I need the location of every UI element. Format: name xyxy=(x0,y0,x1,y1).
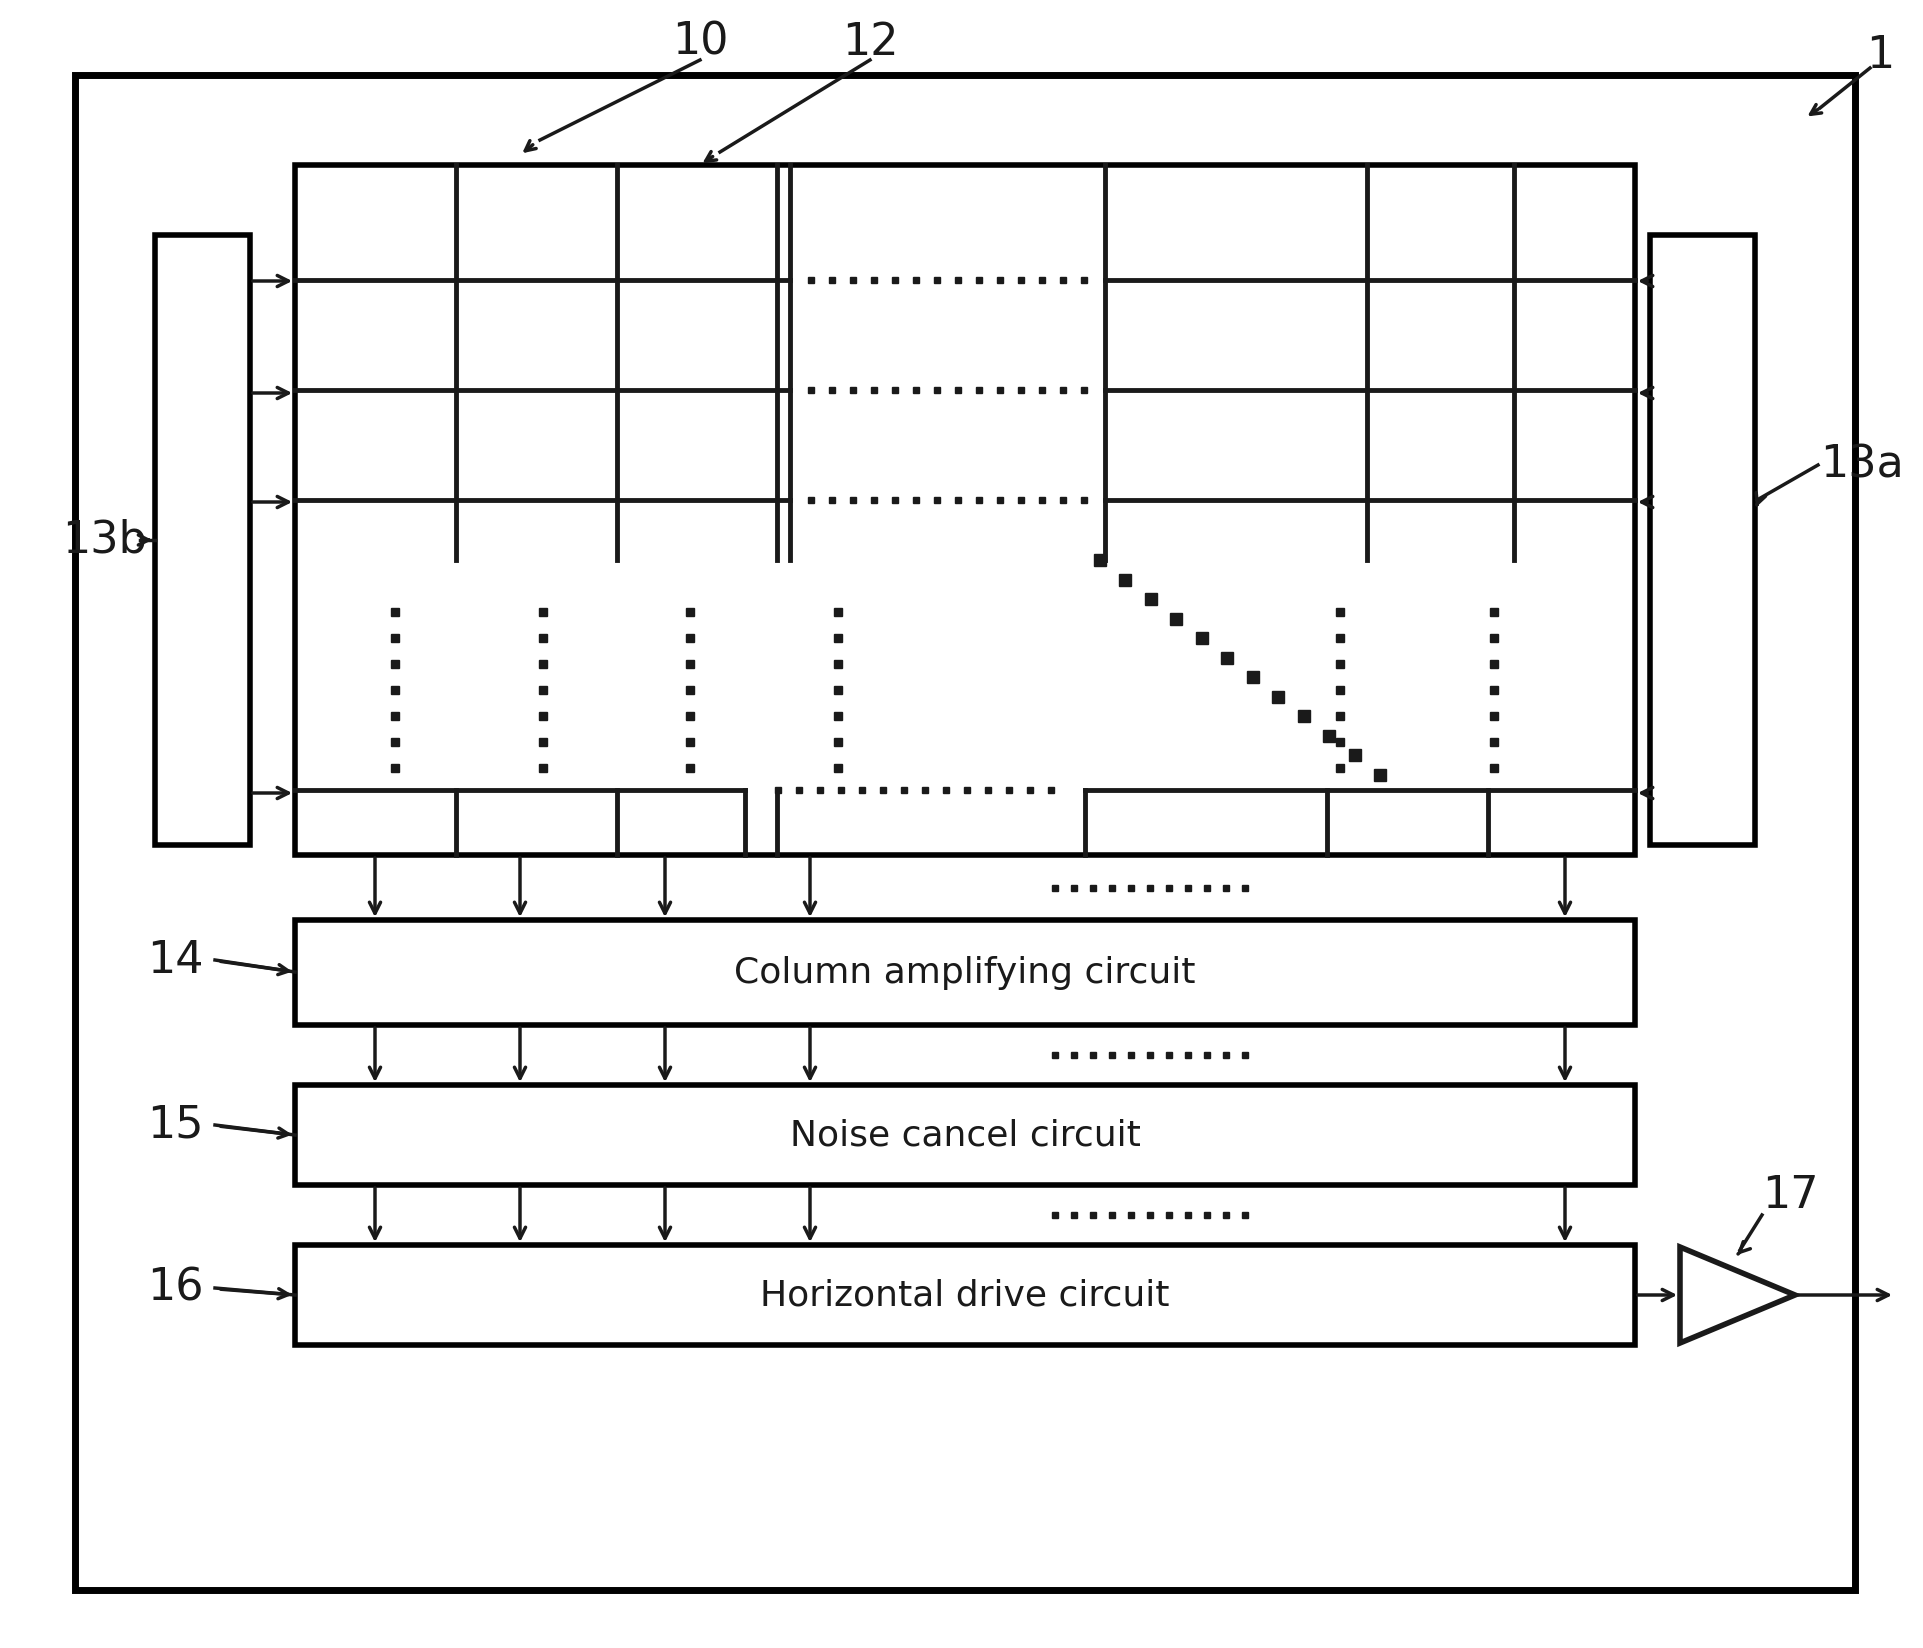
Bar xyxy=(294,1244,1635,1345)
Text: 16: 16 xyxy=(146,1267,204,1310)
Polygon shape xyxy=(1679,1248,1794,1343)
Bar xyxy=(294,920,1635,1025)
Text: 14: 14 xyxy=(146,938,204,982)
Text: 13a: 13a xyxy=(1819,443,1902,486)
Text: Horizontal drive circuit: Horizontal drive circuit xyxy=(760,1277,1169,1312)
Text: 10: 10 xyxy=(671,20,729,64)
Text: 1: 1 xyxy=(1865,33,1892,76)
Bar xyxy=(294,1084,1635,1185)
Text: 12: 12 xyxy=(840,20,898,64)
Text: 13b: 13b xyxy=(62,519,146,562)
Text: 15: 15 xyxy=(146,1104,204,1147)
Text: Noise cancel circuit: Noise cancel circuit xyxy=(788,1117,1140,1152)
Text: 17: 17 xyxy=(1761,1173,1817,1216)
Bar xyxy=(156,236,250,845)
Bar xyxy=(294,165,1635,855)
Bar xyxy=(1650,236,1754,845)
Text: Column amplifying circuit: Column amplifying circuit xyxy=(735,956,1194,989)
